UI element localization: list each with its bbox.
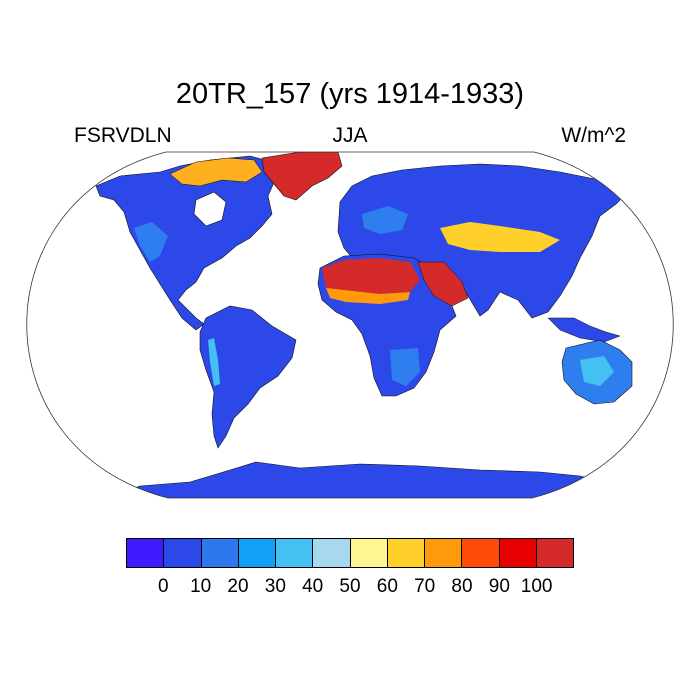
colorbar-tick-label: 20 xyxy=(227,576,249,597)
colorbar-tick-label: 90 xyxy=(488,576,510,597)
indonesia-islands xyxy=(547,317,621,343)
south-america-andes xyxy=(208,338,220,386)
north-america-landmass xyxy=(95,155,277,331)
colorbar-tick-label: 10 xyxy=(190,576,212,597)
colorbar-box-6 xyxy=(350,539,388,567)
colorbar-box-4 xyxy=(276,539,314,567)
map-frame-outline xyxy=(26,151,674,499)
colorbar-tick-label: 30 xyxy=(264,576,286,597)
southern-africa-mid xyxy=(390,348,420,386)
colorbar-tick-label: 80 xyxy=(451,576,473,597)
south-america-landmass xyxy=(199,305,297,449)
greenland-landmass xyxy=(261,152,343,201)
arabian-peninsula xyxy=(417,261,469,307)
colorbar-tick-label: 0 xyxy=(158,576,169,597)
season-label: JJA xyxy=(332,124,368,147)
colorbar-box-8 xyxy=(425,539,463,567)
colorbar-box-7 xyxy=(387,539,425,567)
sahara-desert xyxy=(322,258,420,294)
colorbar-tick-label: 100 xyxy=(520,576,553,597)
colorbar-box-2 xyxy=(201,539,239,567)
colorbar-tick-label: 60 xyxy=(376,576,398,597)
colorbar-tick-label: 40 xyxy=(302,576,324,597)
colorbar-box-3 xyxy=(238,539,276,567)
europe-mid xyxy=(362,206,408,234)
north-america-interior xyxy=(134,222,168,262)
hudson-bay xyxy=(193,191,227,227)
central-asia-high-albedo xyxy=(440,222,560,252)
canada-arctic-islands xyxy=(169,157,263,187)
colorbar-tick-label: 50 xyxy=(339,576,361,597)
colorbar-box-9 xyxy=(462,539,500,567)
colorbar-box-11 xyxy=(536,539,573,567)
sahel-transition xyxy=(326,288,410,304)
colorbar-box-0 xyxy=(127,539,165,567)
plot-title: 20TR_157 (yrs 1914-1933) xyxy=(175,78,525,110)
antarctica-landmass xyxy=(99,461,641,498)
colorbar-box-10 xyxy=(499,539,537,567)
colorbar-box-1 xyxy=(164,539,202,567)
units-label: W/m^2 xyxy=(561,124,626,147)
colorbar xyxy=(126,538,574,568)
variable-label: FSRVDLN xyxy=(74,124,172,147)
australia-interior xyxy=(580,356,614,386)
colorbar-box-5 xyxy=(313,539,351,567)
colorbar-tick-label: 70 xyxy=(414,576,436,597)
new-zealand xyxy=(651,397,669,423)
